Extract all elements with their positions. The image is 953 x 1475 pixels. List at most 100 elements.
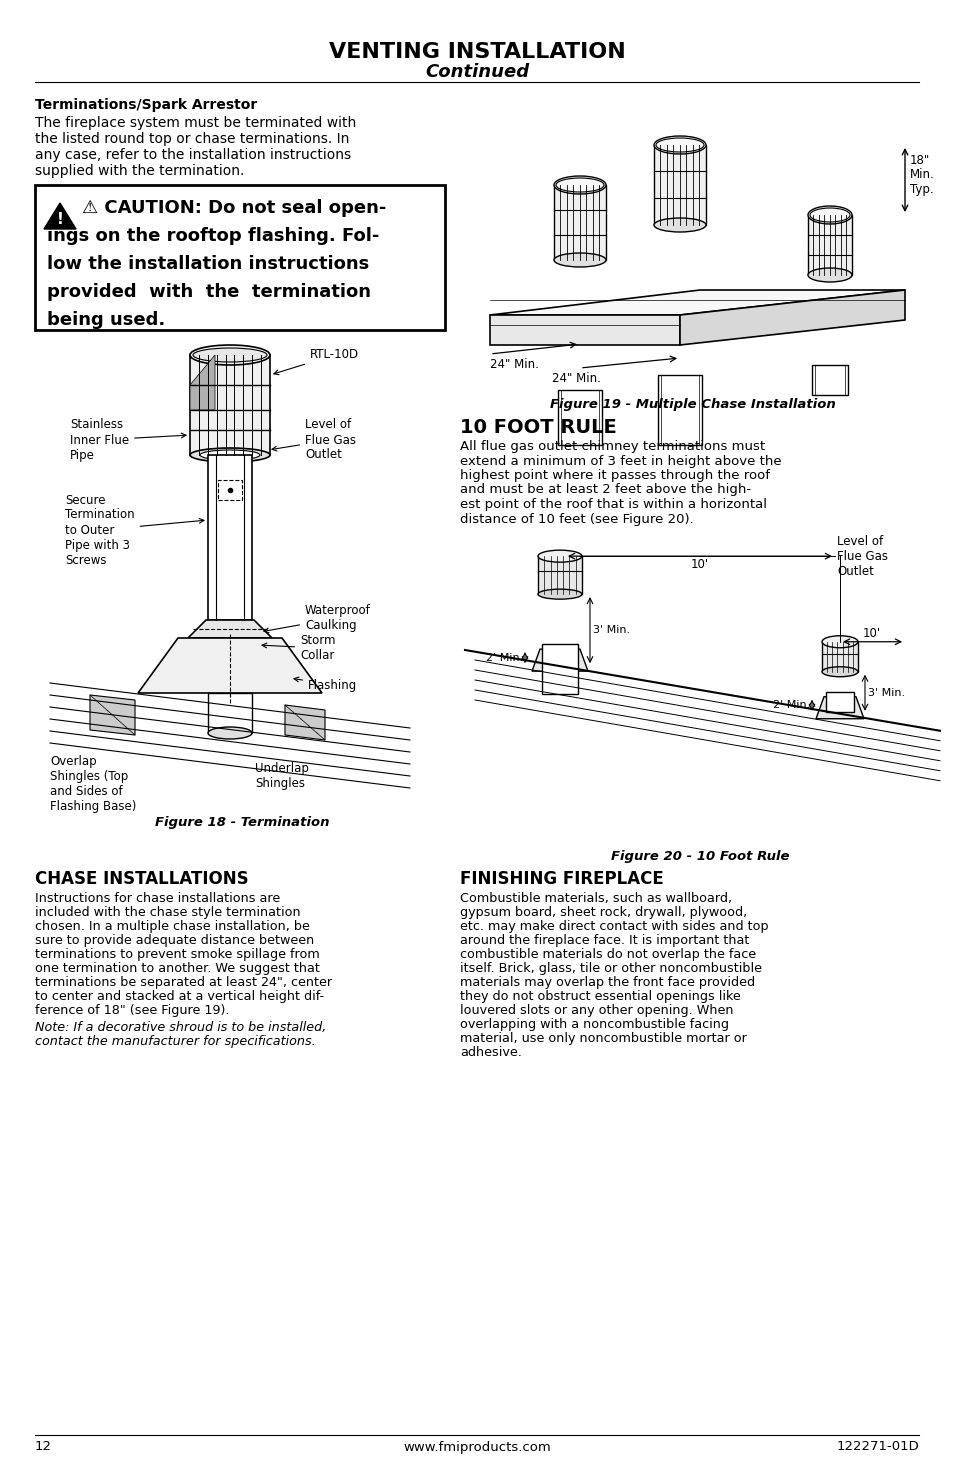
Text: Instructions for chase installations are: Instructions for chase installations are <box>35 892 280 906</box>
Text: Figure 20 - 10 Foot Rule: Figure 20 - 10 Foot Rule <box>610 850 788 863</box>
Text: etc. may make direct contact with sides and top: etc. may make direct contact with sides … <box>459 920 768 934</box>
Text: itself. Brick, glass, tile or other noncombustible: itself. Brick, glass, tile or other nonc… <box>459 962 761 975</box>
Text: VENTING INSTALLATION: VENTING INSTALLATION <box>328 41 625 62</box>
Text: they do not obstruct essential openings like: they do not obstruct essential openings … <box>459 990 740 1003</box>
Bar <box>807 215 851 274</box>
Text: materials may overlap the front face provided: materials may overlap the front face pro… <box>459 976 755 990</box>
Text: The fireplace system must be terminated with: The fireplace system must be terminated … <box>35 117 355 130</box>
Text: contact the manufacturer for specifications.: contact the manufacturer for specificati… <box>35 1035 315 1049</box>
Text: All flue gas outlet chimney terminations must: All flue gas outlet chimney terminations… <box>459 440 764 453</box>
Bar <box>537 556 581 594</box>
Text: !: ! <box>56 211 63 227</box>
Polygon shape <box>188 620 272 639</box>
Text: 2' Min.: 2' Min. <box>485 652 522 662</box>
Bar <box>654 145 705 226</box>
Polygon shape <box>44 204 76 229</box>
Ellipse shape <box>554 176 605 195</box>
Text: adhesive.: adhesive. <box>459 1046 521 1059</box>
Ellipse shape <box>656 139 703 152</box>
Text: Underlap
Shingles: Underlap Shingles <box>254 763 309 791</box>
Bar <box>35 184 444 330</box>
Polygon shape <box>490 316 679 345</box>
Bar <box>658 375 701 445</box>
Text: Terminations/Spark Arrestor: Terminations/Spark Arrestor <box>35 97 257 112</box>
Text: 24" Min.: 24" Min. <box>490 358 538 372</box>
Text: Waterproof
Caulking: Waterproof Caulking <box>264 603 371 633</box>
Ellipse shape <box>821 636 857 648</box>
Text: 10 FOOT RULE: 10 FOOT RULE <box>459 417 616 437</box>
Bar <box>558 389 601 445</box>
Bar <box>554 184 605 260</box>
Text: Continued: Continued <box>424 63 529 81</box>
Polygon shape <box>285 705 325 740</box>
Text: 3' Min.: 3' Min. <box>867 687 904 698</box>
Text: provided  with  the  termination: provided with the termination <box>47 283 371 301</box>
Text: Flashing: Flashing <box>294 677 356 692</box>
Text: highest point where it passes through the roof: highest point where it passes through th… <box>459 469 769 482</box>
Bar <box>208 693 252 733</box>
Text: supplied with the termination.: supplied with the termination. <box>35 164 244 178</box>
Ellipse shape <box>807 268 851 282</box>
Text: ⚠ CAUTION: Do not seal open-: ⚠ CAUTION: Do not seal open- <box>82 199 386 217</box>
Text: 2' Min.: 2' Min. <box>772 701 809 711</box>
Text: terminations be separated at least 24", center: terminations be separated at least 24", … <box>35 976 332 990</box>
Text: and must be at least 2 feet above the high-: and must be at least 2 feet above the hi… <box>459 484 750 497</box>
Text: to center and stacked at a vertical height dif-: to center and stacked at a vertical heig… <box>35 990 324 1003</box>
Text: Figure 18 - Termination: Figure 18 - Termination <box>155 816 330 829</box>
Text: CHASE INSTALLATIONS: CHASE INSTALLATIONS <box>35 870 249 888</box>
Text: gypsum board, sheet rock, drywall, plywood,: gypsum board, sheet rock, drywall, plywo… <box>459 906 746 919</box>
Polygon shape <box>138 639 322 693</box>
Text: combustible materials do not overlap the face: combustible materials do not overlap the… <box>459 948 756 962</box>
Ellipse shape <box>807 207 851 224</box>
Text: ference of 18" (see Figure 19).: ference of 18" (see Figure 19). <box>35 1004 230 1016</box>
Text: Level of
Flue Gas
Outlet: Level of Flue Gas Outlet <box>836 534 887 578</box>
Ellipse shape <box>208 727 252 739</box>
Text: Combustible materials, such as wallboard,: Combustible materials, such as wallboard… <box>459 892 731 906</box>
Ellipse shape <box>190 345 270 364</box>
Text: RTL-10D: RTL-10D <box>274 348 358 375</box>
Ellipse shape <box>821 667 857 677</box>
Text: terminations to prevent smoke spillage from: terminations to prevent smoke spillage f… <box>35 948 319 962</box>
Polygon shape <box>532 649 587 671</box>
Text: chosen. In a multiple chase installation, be: chosen. In a multiple chase installation… <box>35 920 310 934</box>
Ellipse shape <box>809 208 849 223</box>
Text: 18"
Min.
Typ.: 18" Min. Typ. <box>909 153 934 196</box>
Text: sure to provide adequate distance between: sure to provide adequate distance betwee… <box>35 934 314 947</box>
Bar <box>811 364 847 395</box>
Polygon shape <box>190 355 214 410</box>
Text: material, use only noncombustible mortar or: material, use only noncombustible mortar… <box>459 1032 746 1044</box>
Text: FINISHING FIREPLACE: FINISHING FIREPLACE <box>459 870 663 888</box>
Ellipse shape <box>190 448 270 462</box>
Bar <box>208 454 252 620</box>
Text: 10': 10' <box>862 627 881 640</box>
Ellipse shape <box>556 178 603 192</box>
Text: 10': 10' <box>690 558 708 571</box>
Text: Note: If a decorative shroud is to be installed,: Note: If a decorative shroud is to be in… <box>35 1021 326 1034</box>
Bar <box>821 642 857 671</box>
Text: 122271-01D: 122271-01D <box>836 1441 918 1453</box>
Polygon shape <box>490 291 904 316</box>
Bar <box>218 479 242 500</box>
Text: Level of
Flue Gas
Outlet: Level of Flue Gas Outlet <box>272 419 355 462</box>
Text: extend a minimum of 3 feet in height above the: extend a minimum of 3 feet in height abo… <box>459 454 781 468</box>
Ellipse shape <box>654 136 705 153</box>
Text: Storm
Collar: Storm Collar <box>262 634 335 662</box>
Polygon shape <box>679 291 904 345</box>
Ellipse shape <box>200 450 260 460</box>
Text: Overlap
Shingles (Top
and Sides of
Flashing Base): Overlap Shingles (Top and Sides of Flash… <box>50 755 136 813</box>
Text: www.fmiproducts.com: www.fmiproducts.com <box>403 1441 550 1453</box>
Text: 24" Min.: 24" Min. <box>552 372 600 385</box>
Ellipse shape <box>537 550 581 562</box>
Ellipse shape <box>554 254 605 267</box>
Text: ings on the rooftop flashing. Fol-: ings on the rooftop flashing. Fol- <box>47 227 379 245</box>
Text: low the installation instructions: low the installation instructions <box>47 255 369 273</box>
Text: 12: 12 <box>35 1441 52 1453</box>
Bar <box>825 692 853 712</box>
Text: 3' Min.: 3' Min. <box>593 625 630 636</box>
Ellipse shape <box>537 589 581 599</box>
Bar <box>541 645 578 695</box>
Text: the listed round top or chase terminations. In: the listed round top or chase terminatio… <box>35 131 349 146</box>
Text: overlapping with a noncombustible facing: overlapping with a noncombustible facing <box>459 1018 728 1031</box>
Text: Secure
Termination
to Outer
Pipe with 3
Screws: Secure Termination to Outer Pipe with 3 … <box>65 494 204 566</box>
Ellipse shape <box>654 218 705 232</box>
